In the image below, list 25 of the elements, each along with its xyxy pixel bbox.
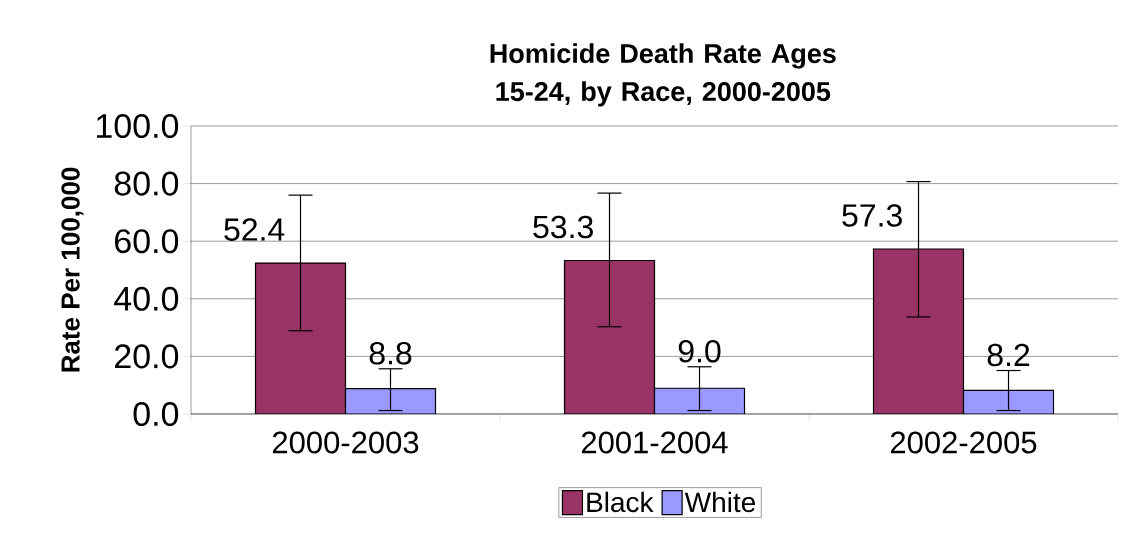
bar	[872, 248, 965, 414]
y-axis-title: Rate Per 100,000	[61, 167, 84, 372]
data-label: 52.4	[224, 218, 285, 241]
data-label: 8.8	[369, 341, 412, 365]
data-label: 8.2	[987, 343, 1030, 367]
y-tick-label: 40.0	[114, 286, 179, 311]
data-label: 9.0	[678, 339, 721, 363]
y-tick-label: 100.0	[96, 113, 179, 139]
legend-label: White	[684, 491, 756, 513]
bar	[653, 387, 746, 414]
legend-label: Black	[587, 491, 654, 513]
bar	[962, 389, 1055, 414]
x-tick-label: 2002-2005	[890, 431, 1037, 454]
y-tick-label: 20.0	[115, 344, 179, 369]
y-tick-label: 60.0	[115, 229, 179, 254]
y-tick-label: 80.0	[114, 171, 179, 196]
x-tick-label: 2000-2003	[272, 431, 419, 454]
x-tick-label: 2001-2004	[581, 431, 728, 454]
bar	[563, 259, 656, 414]
y-tick-label: 0.0	[133, 401, 179, 427]
bar	[344, 388, 437, 414]
bar	[254, 262, 347, 414]
data-label: 53.3	[533, 215, 593, 239]
data-label: 57.3	[842, 204, 902, 227]
chart-title: Homicide Death Rate Ages 15-24, by Race, 2000-2005	[490, 43, 836, 107]
